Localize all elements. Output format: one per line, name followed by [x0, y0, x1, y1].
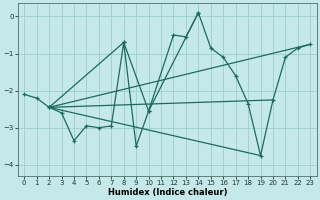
X-axis label: Humidex (Indice chaleur): Humidex (Indice chaleur) [108, 188, 227, 197]
